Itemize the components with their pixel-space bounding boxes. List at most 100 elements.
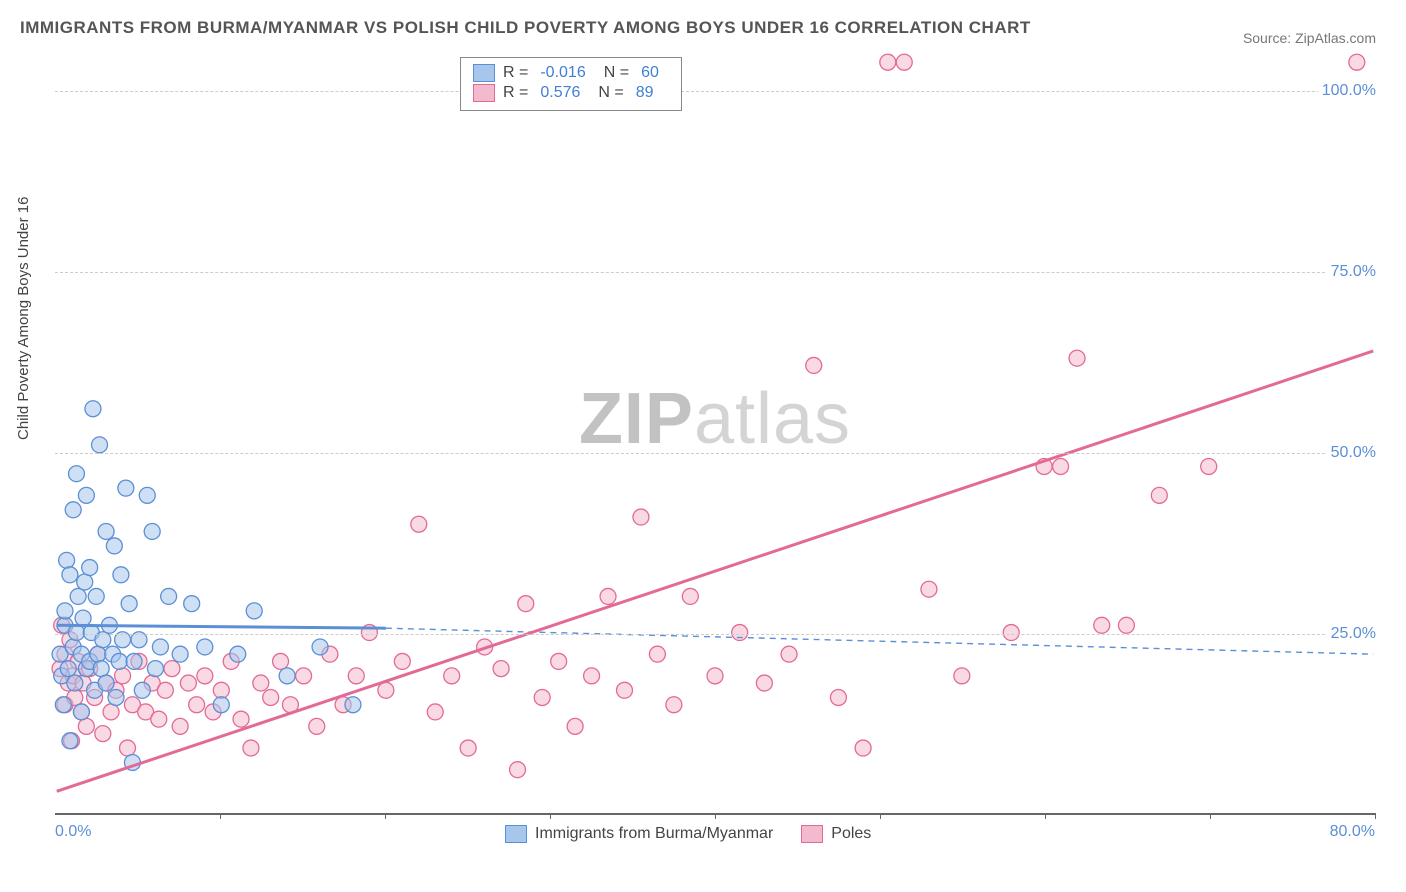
scatter-point bbox=[70, 588, 86, 604]
x-tick bbox=[550, 813, 551, 819]
stat-r-label-1: R = bbox=[503, 84, 528, 102]
scatter-point bbox=[1201, 459, 1217, 475]
x-tick bbox=[1045, 813, 1046, 819]
grid-line bbox=[55, 91, 1375, 92]
scatter-point bbox=[59, 552, 75, 568]
grid-line bbox=[55, 634, 1375, 635]
stat-r-value-1: 0.576 bbox=[540, 84, 580, 102]
scatter-point bbox=[95, 726, 111, 742]
scatter-point bbox=[88, 588, 104, 604]
scatter-point bbox=[756, 675, 772, 691]
legend-label-burma: Immigrants from Burma/Myanmar bbox=[535, 825, 773, 843]
scatter-point bbox=[830, 690, 846, 706]
scatter-point bbox=[921, 581, 937, 597]
grid-line bbox=[55, 272, 1375, 273]
scatter-point bbox=[460, 740, 476, 756]
scatter-point bbox=[567, 718, 583, 734]
scatter-point bbox=[65, 502, 81, 518]
scatter-point bbox=[57, 603, 73, 619]
stat-r-value-0: -0.016 bbox=[540, 64, 585, 82]
y-axis-title: Child Poverty Among Boys Under 16 bbox=[15, 197, 32, 440]
y-tick-label: 25.0% bbox=[1327, 625, 1380, 643]
scatter-point bbox=[534, 690, 550, 706]
scatter-point bbox=[510, 762, 526, 778]
y-tick-label: 50.0% bbox=[1327, 444, 1380, 462]
scatter-point bbox=[93, 661, 109, 677]
stats-swatch-poles bbox=[473, 84, 495, 102]
scatter-point bbox=[90, 646, 106, 662]
source-label: Source: bbox=[1243, 30, 1291, 46]
chart-container: IMMIGRANTS FROM BURMA/MYANMAR VS POLISH … bbox=[0, 0, 1406, 892]
scatter-point bbox=[189, 697, 205, 713]
scatter-point bbox=[98, 523, 114, 539]
plot-inner: 25.0%50.0%75.0%100.0% bbox=[55, 55, 1375, 813]
scatter-point bbox=[82, 560, 98, 576]
scatter-point bbox=[312, 639, 328, 655]
scatter-point bbox=[197, 668, 213, 684]
chart-svg bbox=[55, 55, 1375, 813]
stats-row-poles: R = 0.576 N = 89 bbox=[473, 84, 669, 102]
scatter-point bbox=[144, 523, 160, 539]
scatter-point bbox=[233, 711, 249, 727]
scatter-point bbox=[78, 487, 94, 503]
scatter-point bbox=[666, 697, 682, 713]
scatter-point bbox=[118, 480, 134, 496]
scatter-point bbox=[120, 740, 136, 756]
scatter-point bbox=[273, 653, 289, 669]
scatter-point bbox=[649, 646, 665, 662]
scatter-point bbox=[806, 357, 822, 373]
scatter-point bbox=[103, 704, 119, 720]
scatter-point bbox=[1069, 350, 1085, 366]
scatter-point bbox=[151, 711, 167, 727]
x-tick bbox=[715, 813, 716, 819]
stat-n-label-0: N = bbox=[604, 64, 629, 82]
x-tick bbox=[1375, 813, 1376, 819]
scatter-point bbox=[296, 668, 312, 684]
scatter-point bbox=[394, 653, 410, 669]
stats-row-burma: R = -0.016 N = 60 bbox=[473, 64, 669, 82]
stats-box: R = -0.016 N = 60 R = 0.576 N = 89 bbox=[460, 57, 682, 111]
scatter-point bbox=[139, 487, 155, 503]
scatter-point bbox=[180, 675, 196, 691]
stat-n-label-1: N = bbox=[598, 84, 623, 102]
legend-item-poles: Poles bbox=[801, 825, 871, 843]
source-value: ZipAtlas.com bbox=[1295, 30, 1376, 46]
stat-n-value-1: 89 bbox=[636, 84, 654, 102]
scatter-point bbox=[253, 675, 269, 691]
scatter-point bbox=[309, 718, 325, 734]
scatter-point bbox=[73, 704, 89, 720]
scatter-point bbox=[551, 653, 567, 669]
scatter-point bbox=[161, 588, 177, 604]
scatter-point bbox=[77, 574, 93, 590]
scatter-point bbox=[85, 401, 101, 417]
scatter-point bbox=[60, 661, 76, 677]
scatter-point bbox=[954, 668, 970, 684]
scatter-point bbox=[345, 697, 361, 713]
scatter-point bbox=[880, 54, 896, 70]
scatter-point bbox=[1094, 617, 1110, 633]
scatter-point bbox=[682, 588, 698, 604]
x-axis-min-label: 0.0% bbox=[55, 823, 91, 841]
scatter-point bbox=[246, 603, 262, 619]
scatter-point bbox=[348, 668, 364, 684]
scatter-point bbox=[108, 690, 124, 706]
legend-swatch-poles bbox=[801, 825, 823, 843]
scatter-point bbox=[69, 466, 85, 482]
scatter-point bbox=[263, 690, 279, 706]
y-tick-label: 75.0% bbox=[1327, 263, 1380, 281]
legend-item-burma: Immigrants from Burma/Myanmar bbox=[505, 825, 773, 843]
plot-area: 25.0%50.0%75.0%100.0% ZIPatlas 0.0% 80.0… bbox=[55, 55, 1375, 815]
scatter-point bbox=[518, 596, 534, 612]
scatter-point bbox=[197, 639, 213, 655]
scatter-point bbox=[633, 509, 649, 525]
scatter-point bbox=[896, 54, 912, 70]
scatter-point bbox=[111, 653, 127, 669]
trend-line-solid bbox=[57, 351, 1374, 791]
legend: Immigrants from Burma/Myanmar Poles bbox=[505, 825, 871, 843]
scatter-point bbox=[134, 682, 150, 698]
scatter-point bbox=[184, 596, 200, 612]
scatter-point bbox=[92, 437, 108, 453]
scatter-point bbox=[243, 740, 259, 756]
scatter-point bbox=[78, 718, 94, 734]
scatter-point bbox=[1118, 617, 1134, 633]
